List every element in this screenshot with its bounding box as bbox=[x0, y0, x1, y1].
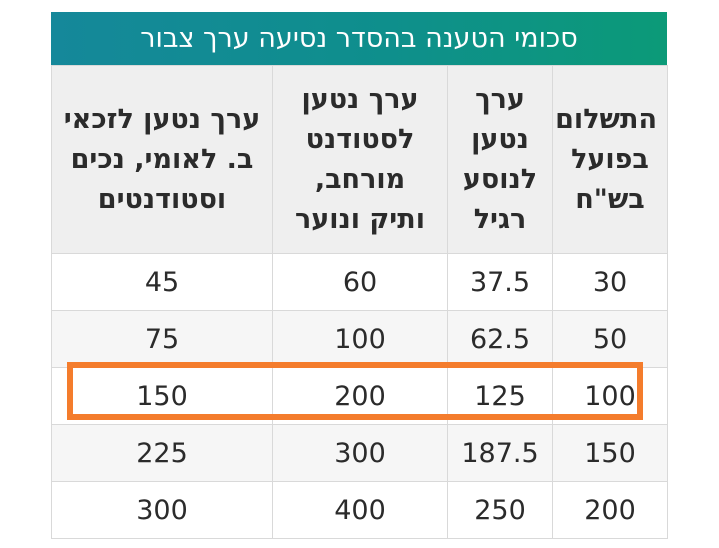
table-cell: 225 bbox=[51, 424, 273, 482]
header-regular-passenger: ערך נטען לנוסע רגיל bbox=[447, 65, 553, 254]
header-row: התשלום בפועל בש"ח ערך נטען לנוסע רגיל ער… bbox=[51, 65, 668, 254]
table-cell: 200 bbox=[552, 481, 668, 539]
table-cell: 200 bbox=[272, 367, 448, 425]
table-cell: 100 bbox=[272, 310, 448, 368]
table-cell: 30 bbox=[552, 253, 668, 311]
table-cell: 150 bbox=[51, 367, 273, 425]
table-row: 50 62.5 100 75 bbox=[51, 310, 668, 368]
table-row: 150 187.5 300 225 bbox=[51, 424, 668, 482]
table-cell: 125 bbox=[447, 367, 553, 425]
table-cell: 75 bbox=[51, 310, 273, 368]
table-row: 200 250 400 300 bbox=[51, 481, 668, 539]
table-cell: 50 bbox=[552, 310, 668, 368]
header-actual-payment: התשלום בפועל בש"ח bbox=[552, 65, 668, 254]
table-cell: 37.5 bbox=[447, 253, 553, 311]
table-cell: 250 bbox=[447, 481, 553, 539]
table-cell: 100 bbox=[552, 367, 668, 425]
table-title: סכומי הטענה בהסדר נסיעה ערך צבור bbox=[51, 12, 667, 65]
table-cell: 300 bbox=[51, 481, 273, 539]
table-cell: 60 bbox=[272, 253, 448, 311]
table-cell: 400 bbox=[272, 481, 448, 539]
table-cell: 45 bbox=[51, 253, 273, 311]
table-row-highlighted: 100 125 200 150 bbox=[51, 367, 668, 425]
table-row: 30 37.5 60 45 bbox=[51, 253, 668, 311]
header-eligible-disabled-students: ערך נטען לזכאי ב. לאומי, נכים וסטודנטים bbox=[51, 65, 273, 254]
table-cell: 300 bbox=[272, 424, 448, 482]
fare-table-card: סכומי הטענה בהסדר נסיעה ערך צבור התשלום … bbox=[51, 12, 668, 539]
fare-table: התשלום בפועל בש"ח ערך נטען לנוסע רגיל ער… bbox=[51, 65, 668, 539]
header-extended-student-senior-youth: ערך נטען לסטודנט מורחב, ותיק ונוער bbox=[272, 65, 448, 254]
table-cell: 62.5 bbox=[447, 310, 553, 368]
table-cell: 187.5 bbox=[447, 424, 553, 482]
table-cell: 150 bbox=[552, 424, 668, 482]
